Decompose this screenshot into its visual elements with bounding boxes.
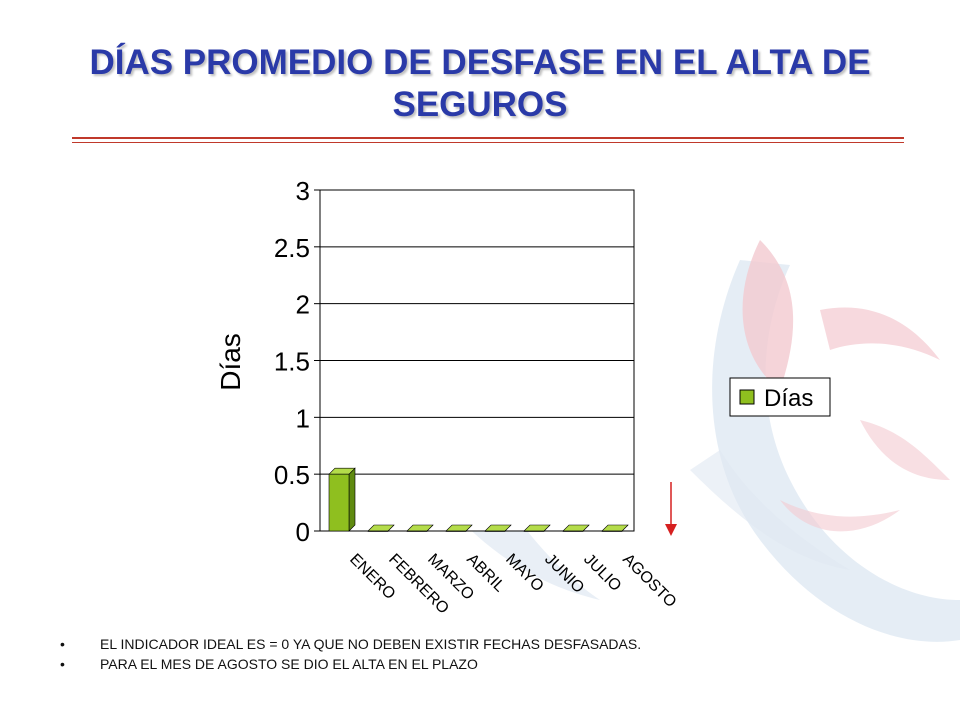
y-tick-label: 2 xyxy=(296,290,310,320)
arrow-head xyxy=(665,524,677,536)
bar xyxy=(601,530,623,532)
legend-swatch xyxy=(739,389,755,405)
x-tick-label: JULIO xyxy=(580,551,624,595)
y-tick-label: 3 xyxy=(296,176,310,206)
x-tick-label: JUNIO xyxy=(541,551,587,597)
page-title: DÍAS PROMEDIO DE DESFASE EN EL ALTA DE S… xyxy=(89,43,871,124)
y-tick-label: 0 xyxy=(296,517,310,547)
y-tick-label: 1 xyxy=(296,403,310,433)
bar xyxy=(562,530,584,532)
bar xyxy=(406,530,428,532)
bar-abril xyxy=(445,524,473,532)
legend: Días xyxy=(729,377,831,417)
bar-side xyxy=(348,467,356,532)
bar xyxy=(445,530,467,532)
title-underline xyxy=(72,137,904,139)
y-tick-label: 2.5 xyxy=(274,233,310,263)
bar-enero xyxy=(328,467,356,532)
bar-febrero xyxy=(367,524,395,532)
y-axis-label: Días xyxy=(215,333,246,391)
bar xyxy=(484,530,506,532)
y-tick-label: 0.5 xyxy=(274,460,310,490)
bar xyxy=(367,530,389,532)
arrow-annotation xyxy=(665,482,677,536)
x-tick-label: MAYO xyxy=(502,551,547,596)
bar-mayo xyxy=(484,524,512,532)
note-ideal: EL INDICADOR IDEAL ES = 0 YA QUE NO DEBE… xyxy=(60,634,641,654)
y-tick-label: 1.5 xyxy=(274,347,310,377)
notes-list: EL INDICADOR IDEAL ES = 0 YA QUE NO DEBE… xyxy=(60,634,641,674)
legend-label: Días xyxy=(764,385,813,412)
bar xyxy=(328,473,350,532)
note-august: PARA EL MES DE AGOSTO SE DIO EL ALTA EN … xyxy=(60,654,641,674)
bar-marzo xyxy=(406,524,434,532)
title-underline-thin xyxy=(72,142,904,143)
bar xyxy=(523,530,545,532)
bar-julio xyxy=(562,524,590,532)
bar-agosto xyxy=(601,524,629,532)
bar-junio xyxy=(523,524,551,532)
x-tick-label: AGOSTO xyxy=(619,551,679,611)
